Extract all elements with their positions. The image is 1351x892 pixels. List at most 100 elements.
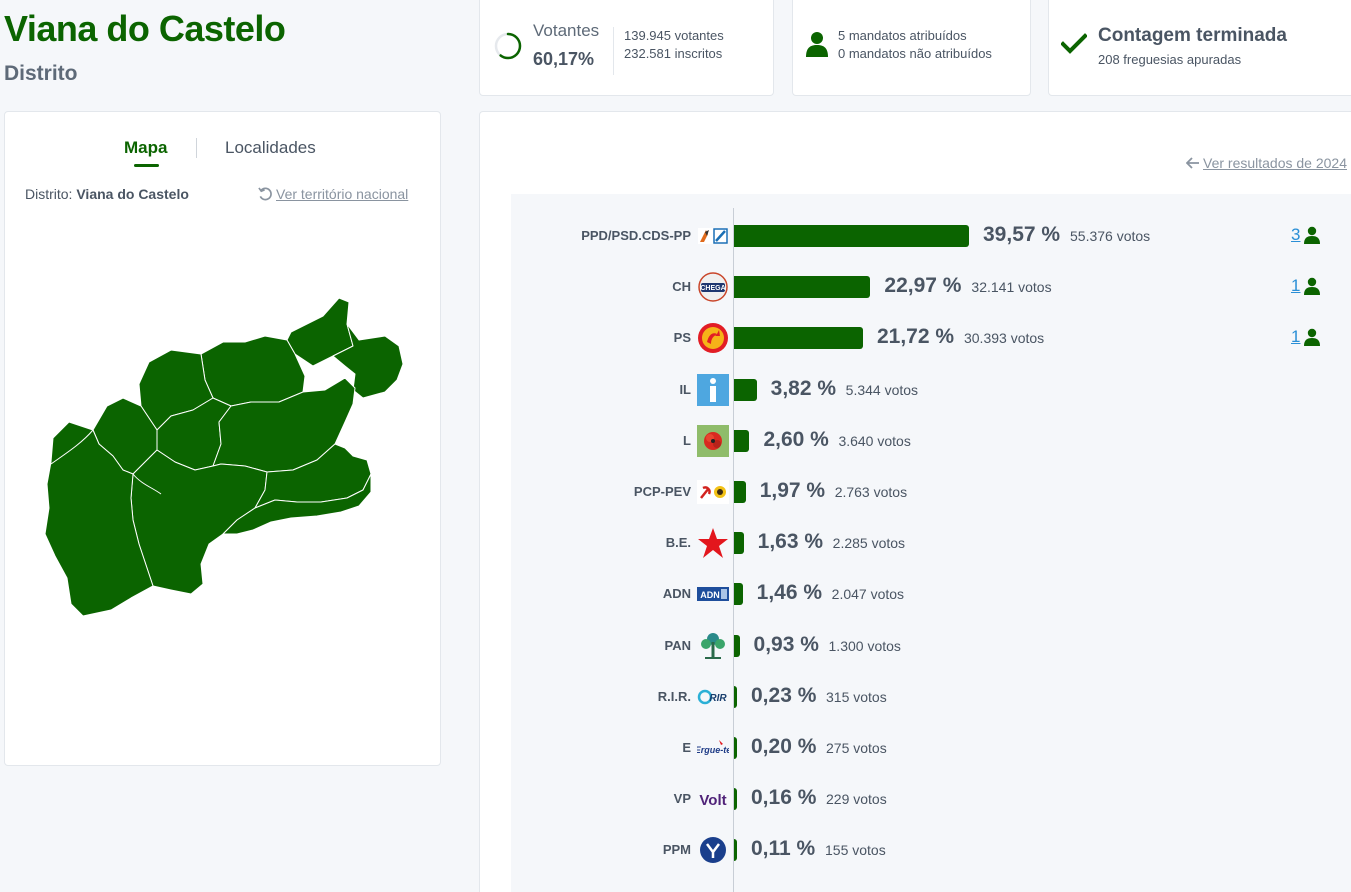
votes-count: 139.945 votantes — [624, 28, 724, 43]
results-panel: Ver resultados de 2024 PPD/PSD.CDS-PP 39,… — [479, 111, 1351, 892]
party-row: ADN ADN 1,46 % 2.047 votos — [511, 574, 1351, 614]
party-percent: 0,93 % — [753, 632, 819, 656]
party-row: PAN 0,93 % 1.300 votos — [511, 626, 1351, 666]
page-title: Viana do Castelo — [4, 8, 286, 49]
map-region-terras-bouro — [222, 473, 372, 535]
registered-count: 232.581 inscritos — [624, 46, 723, 61]
party-percent: 1,46 % — [756, 581, 823, 605]
active-tab-indicator — [134, 164, 159, 167]
party-seats-count[interactable]: 3 — [1291, 225, 1301, 244]
party-vote-bar — [734, 481, 746, 503]
be-logo — [698, 528, 728, 559]
party-votes: 155 votos — [825, 842, 886, 859]
party-vote-bar — [734, 429, 750, 452]
ppm-logo — [700, 837, 726, 864]
party-name: PAN — [664, 637, 691, 653]
turnout-divider — [613, 27, 614, 75]
party-votes: 2.047 votos — [831, 586, 905, 603]
map-panel: Mapa Localidades Distrito: Viana do Cast… — [4, 111, 441, 766]
page-subtitle: Distrito — [4, 62, 78, 85]
seats-assigned: 5 mandatos atribuídos — [838, 28, 967, 43]
party-seats-count[interactable]: 1 — [1291, 276, 1301, 296]
party-name: ADN — [662, 586, 691, 602]
party-votes: 30.393 votos — [963, 330, 1045, 347]
party-percent: 39,57 % — [983, 223, 1061, 246]
count-status-card: Contagem terminada 208 freguesias apurad… — [1048, 0, 1351, 96]
volt-logo: Volt — [699, 792, 726, 809]
person-icon — [1304, 226, 1321, 244]
party-vote-bar — [734, 788, 737, 811]
party-vote-bar — [734, 532, 744, 555]
party-name: CH — [672, 279, 691, 295]
turnout-label: Votantes — [533, 21, 600, 40]
party-percent: 0,20 % — [751, 735, 817, 758]
chega-logo: CHEGA — [698, 272, 728, 302]
national-territory-link[interactable]: Ver território nacional — [258, 186, 408, 202]
count-status-subtitle: 208 freguesias apuradas — [1098, 52, 1242, 67]
district-name: Viana do Castelo — [76, 186, 189, 202]
party-percent: 0,16 % — [751, 786, 817, 810]
party-name: PPM — [662, 842, 691, 858]
map-region-valenca — [200, 335, 306, 407]
national-territory-link-text: Ver território nacional — [276, 186, 409, 202]
party-votes: 2.285 votos — [832, 535, 906, 552]
person-icon — [1304, 277, 1321, 296]
ps-logo — [698, 323, 728, 354]
map-tabs: Mapa Localidades — [5, 138, 440, 168]
party-vote-bar — [734, 378, 757, 401]
party-name: PS — [673, 330, 691, 346]
tab-localidades[interactable]: Localidades — [225, 138, 316, 157]
person-icon — [806, 32, 828, 57]
pan-logo — [701, 632, 725, 659]
party-row: R.I.R. RIR 0,23 % 315 votos — [511, 677, 1351, 717]
district-map[interactable] — [41, 294, 407, 624]
ad-logo — [698, 228, 728, 244]
party-seats-count[interactable]: 1 — [1291, 327, 1301, 347]
party-seats[interactable]: 1 — [1291, 276, 1321, 296]
party-percent: 3,82 % — [770, 376, 837, 400]
party-row: VP Volt 0,16 % 229 votos — [511, 779, 1351, 819]
previous-results-link-text: Ver resultados de 2024 — [1203, 155, 1347, 171]
party-vote-bar — [734, 685, 737, 708]
party-name: IL — [679, 381, 691, 397]
party-percent: 0,23 % — [751, 683, 817, 707]
svg-text:RIR: RIR — [709, 693, 727, 704]
count-status-title: Contagem terminada — [1098, 25, 1287, 46]
party-name: R.I.R. — [657, 688, 691, 704]
party-row: CH CHEGA 22,97 % 32.141 votos 1 — [511, 267, 1351, 307]
district-label: Distrito: — [25, 186, 73, 202]
seats-unassigned: 0 mandatos não atribuídos — [838, 46, 992, 61]
party-percent: 2,60 % — [763, 427, 829, 451]
party-name: E — [682, 740, 691, 755]
map-region-melgaco — [332, 323, 404, 399]
party-votes: 275 votos — [826, 740, 887, 756]
party-name: VP — [673, 791, 691, 807]
party-votes: 1.300 votos — [828, 637, 901, 654]
party-row: IL 3,82 % 5.344 votos — [511, 370, 1351, 410]
check-icon — [1061, 33, 1087, 54]
party-seats[interactable]: 3 — [1291, 225, 1321, 245]
livre-logo — [697, 424, 729, 457]
party-vote-bar — [734, 327, 863, 350]
party-votes: 229 votos — [826, 791, 887, 808]
results-bar-chart: PPD/PSD.CDS-PP 39,57 % 55.376 votos 3 CH CHEG… — [511, 194, 1351, 892]
party-seats[interactable]: 1 — [1291, 327, 1321, 347]
chart-axis-line — [733, 208, 734, 892]
party-percent: 0,11 % — [751, 837, 816, 861]
party-name: L — [683, 432, 691, 448]
previous-results-link[interactable]: Ver resultados de 2024 — [1186, 155, 1347, 171]
svg-text:ADN: ADN — [700, 590, 720, 600]
party-percent: 1,97 % — [759, 479, 826, 502]
party-votes: 55.376 votos — [1070, 228, 1151, 244]
party-row: PS 21,72 % 30.393 votos 1 — [511, 318, 1351, 358]
party-percent: 1,63 % — [757, 530, 824, 554]
arrow-left-icon — [1186, 157, 1199, 169]
party-vote-bar — [734, 839, 737, 862]
party-percent: 22,97 % — [884, 274, 962, 298]
party-name: B.E. — [665, 535, 691, 551]
party-name: PPD/PSD.CDS-PP — [581, 228, 691, 243]
tab-mapa[interactable]: Mapa — [124, 138, 168, 157]
il-logo — [697, 373, 729, 406]
